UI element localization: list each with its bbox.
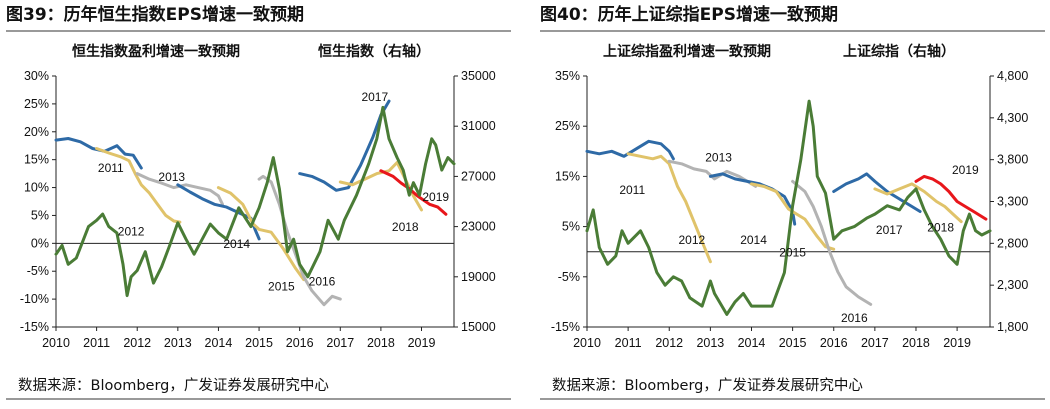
right-series-6-line [832,172,922,213]
right-annotation-2017: 2017 [876,223,903,237]
right-annotation-2015: 2015 [779,246,806,260]
left-series-6-line [298,99,391,192]
right-series-9-line [585,99,992,316]
right-x-tick-label: 2012 [655,336,683,350]
right-y-left-tick-label: 5% [562,220,580,234]
right-y-right-tick-label: 2,800 [997,236,1028,250]
left-annotation-2013: 2013 [158,170,185,184]
left-annotation-2014: 2014 [223,237,250,251]
right-y-left-tick-label: 25% [555,119,580,133]
left-x-tick-label: 2010 [42,336,70,350]
right-annotation-2011: 2011 [619,183,645,197]
left-x-tick-label: 2015 [245,336,273,350]
left-y-left-tick-label: 25% [24,97,49,111]
left-y-right-tick-label: 31000 [461,119,496,133]
right-y-right-tick-label: 1,800 [997,320,1028,334]
left-figure-title: 图39：历年恒生指数EPS增速一致预期 [6,0,511,32]
right-y-right-tick-label: 4,800 [997,69,1028,83]
left-series-2-line [135,172,224,206]
right-figure-source: 数据来源：Bloomberg，广发证券发展研究中心 [552,378,863,394]
left-x-tick-label: 2012 [123,336,151,350]
right-legend-item-0: 上证综指盈利增速一致预期 [603,43,771,60]
right-x-tick-label: 2013 [696,336,724,350]
left-series-8-line [379,169,448,216]
left-x-tick-label: 2018 [367,336,395,350]
right-x-tick-label: 2015 [779,336,807,350]
right-series-5-line [791,179,873,306]
right-x-tick-label: 2017 [861,336,889,350]
left-y-left-tick-label: 5% [31,208,49,222]
left-x-tick-label: 2011 [83,336,110,350]
right-series-2-line [667,159,758,188]
right-chart: 上证综指盈利增速一致预期 上证综指（右轴） 35% 25% 15% 5% -5% -15% 4,… [551,43,1029,350]
left-y-right-tick-label: 15000 [461,320,496,334]
left-annotation-2015: 2015 [268,280,295,294]
right-y-right-tick-label: 3,300 [997,195,1028,209]
left-annotation-2016: 2016 [309,275,336,289]
left-series-1-line [95,147,182,224]
right-legend-item-1: 上证综指（右轴） [843,43,955,60]
right-x-tick-label: 2014 [738,336,766,350]
left-x-tick-label: 2013 [164,336,192,350]
left-y-left-tick-label: -15% [20,320,49,334]
right-y-right-tick-label: 3,800 [997,153,1028,167]
left-figure-source: 数据来源：Bloomberg，广发证券发展研究中心 [18,378,329,394]
right-annotation-2019: 2019 [952,163,979,177]
left-series-4-line [216,186,306,282]
left-y-left-tick-label: -5% [27,264,49,278]
right-figure-title: 图40：历年上证综指EPS增速一致预期 [540,0,1045,32]
left-x-tick-label: 2016 [286,336,314,350]
left-chart: 恒生指数盈利增速一致预期 恒生指数（右轴） 30% 25% 20% 15% 10% 5% 0% -… [20,43,496,350]
left-annotation-2017: 2017 [361,90,388,104]
right-annotation-2014: 2014 [740,233,767,247]
left-annotation-2019: 2019 [422,190,449,204]
right-y-left-tick-label: -5% [558,270,580,284]
left-bottom-rule [6,398,511,400]
left-y-left-tick-label: 0% [31,236,49,250]
right-x-tick-label: 2016 [820,336,848,350]
right-x-tick-label: 2019 [943,336,971,350]
left-legend-item-1: 恒生指数（右轴） [318,43,430,60]
right-y-left-tick-label: 15% [555,169,580,183]
right-series-4-line [750,182,836,251]
left-y-right-tick-label: 27000 [461,169,496,183]
left-y-left-tick-label: -10% [20,292,49,306]
left-series-9-line [54,105,456,298]
right-series-7-line [873,182,963,224]
left-y-right-tick-label: 23000 [461,220,496,234]
left-legend-item-0: 恒生指数盈利增速一致预期 [72,43,240,60]
left-y-right-tick-label: 35000 [461,69,496,83]
right-series-0-line [585,139,675,161]
left-x-tick-label: 2014 [205,336,233,350]
left-y-left-tick-label: 30% [24,69,49,83]
right-series-1-line [626,152,712,264]
right-annotation-2016: 2016 [841,311,868,325]
right-x-tick-label: 2011 [615,336,642,350]
left-x-tick-label: 2019 [408,336,436,350]
left-figure-panel: 图39：历年恒生指数EPS增速一致预期 恒生指数盈利增速一致预期 恒生指数（右轴）… [6,0,518,409]
left-annotation-2011: 2011 [98,161,124,175]
right-series-8-line [914,174,988,221]
right-annotation-2013: 2013 [705,150,732,164]
right-y-left-tick-label: 35% [555,69,580,83]
left-y-left-tick-label: 20% [24,125,49,139]
right-series-3-line [708,172,797,226]
right-annotation-2018: 2018 [927,221,954,235]
right-y-right-tick-label: 4,300 [997,111,1028,125]
left-annotation-2012: 2012 [118,225,145,239]
left-annotation-2018: 2018 [392,220,419,234]
right-y-left-tick-label: -15% [551,320,580,334]
left-y-right-tick-label: 19000 [461,270,496,284]
right-figure-panel: 图40：历年上证综指EPS增速一致预期 上证综指盈利增速一致预期 上证综指（右轴）… [540,0,1050,409]
left-y-left-tick-label: 15% [24,153,49,167]
right-annotation-2012: 2012 [679,233,706,247]
left-x-tick-label: 2017 [326,336,354,350]
left-y-left-tick-label: 10% [24,181,49,195]
right-x-tick-label: 2010 [573,336,601,350]
right-x-tick-label: 2018 [902,336,930,350]
right-y-right-tick-label: 2,300 [997,278,1028,292]
right-bottom-rule [540,398,1045,400]
